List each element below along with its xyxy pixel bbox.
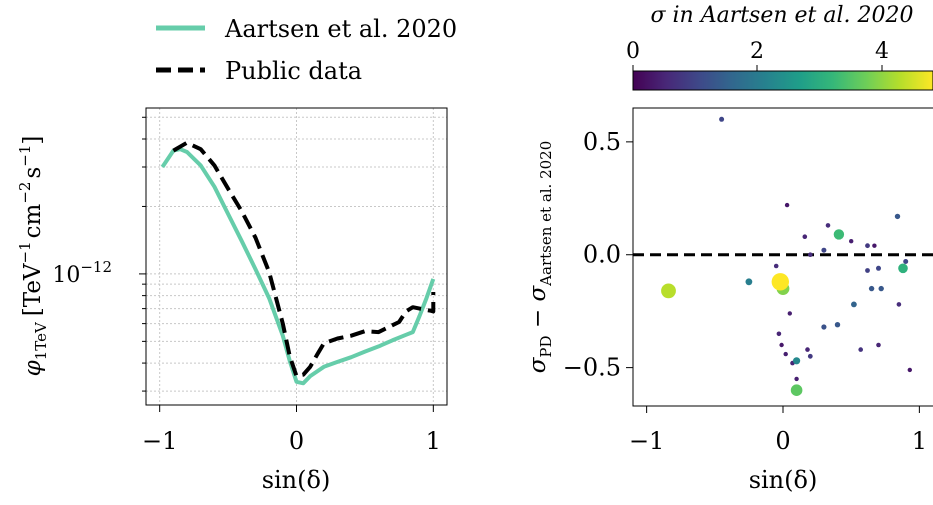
left-ylabel: φ1TeV[TeV−1cm−2s−1] bbox=[16, 136, 50, 377]
scatter-point bbox=[834, 322, 841, 328]
scatter-point bbox=[661, 283, 676, 299]
scatter-point bbox=[898, 263, 908, 274]
left-ytick-label: 10−12 bbox=[52, 258, 112, 288]
scatter-point bbox=[876, 342, 881, 348]
legend-label-public: Public data bbox=[225, 57, 362, 85]
left-grid bbox=[146, 108, 447, 405]
right-plot-area bbox=[633, 108, 933, 406]
left-xtick-label: 0 bbox=[289, 427, 304, 455]
scatter-point bbox=[771, 273, 789, 291]
scatter-point bbox=[793, 357, 801, 365]
right-ticks: −1 0 1 0.5 0.0 −0.5 bbox=[563, 128, 927, 455]
colorbar: σ in Aartsen et al. 2020 0 2 4 bbox=[626, 3, 933, 91]
scatter-point bbox=[745, 278, 753, 286]
scatter-point bbox=[821, 247, 827, 253]
scatter-point bbox=[807, 353, 813, 359]
right-ytick-label: −0.5 bbox=[563, 354, 621, 382]
right-panel: −1 0 1 0.5 0.0 −0.5 sin(δ) σPD − σAartsen et … bbox=[525, 107, 933, 494]
scatter-point bbox=[787, 311, 792, 316]
scatter-point bbox=[783, 351, 788, 357]
series-line-public-data bbox=[172, 140, 436, 379]
scatter-point bbox=[894, 213, 901, 220]
left-xtick-label: −1 bbox=[142, 427, 177, 455]
right-xtick-label: −1 bbox=[629, 427, 664, 455]
left-xlabel: sin(δ) bbox=[262, 466, 331, 494]
scatter-point bbox=[825, 223, 831, 228]
scatter-point bbox=[851, 301, 857, 308]
scatter-point bbox=[903, 259, 909, 264]
scatter-point bbox=[896, 302, 902, 307]
colorbar-tick-2: 2 bbox=[750, 39, 764, 64]
scatter-point bbox=[779, 342, 784, 348]
legend-label-aartsen: Aartsen et al. 2020 bbox=[224, 15, 457, 43]
right-ylabel: σPD − σAartsen et al. 2020 bbox=[525, 141, 555, 374]
scatter-point bbox=[784, 202, 790, 208]
scatter-point bbox=[773, 263, 779, 269]
scatter-point bbox=[876, 265, 881, 271]
right-points bbox=[661, 116, 912, 397]
colorbar-bar bbox=[632, 70, 933, 91]
right-xtick-label: 0 bbox=[775, 427, 790, 455]
right-ytick-label: 0.0 bbox=[583, 241, 621, 269]
right-xtick-label: 1 bbox=[912, 427, 927, 455]
colorbar-label: σ in Aartsen et al. 2020 bbox=[650, 3, 913, 28]
scatter-point bbox=[719, 116, 725, 122]
scatter-point bbox=[794, 376, 799, 382]
scatter-point bbox=[907, 367, 912, 373]
legend: Aartsen et al. 2020 Public data bbox=[156, 15, 457, 85]
left-lines bbox=[160, 140, 436, 386]
colorbar-tick-4: 4 bbox=[875, 39, 889, 64]
scatter-point bbox=[776, 331, 782, 337]
scatter-point bbox=[858, 347, 863, 352]
scatter-point bbox=[872, 243, 877, 248]
scatter-point bbox=[805, 347, 810, 352]
scatter-point bbox=[821, 324, 827, 330]
scatter-point bbox=[868, 285, 875, 292]
right-ytick-label: 0.5 bbox=[583, 128, 621, 156]
scatter-point bbox=[833, 229, 845, 240]
scatter-point bbox=[865, 268, 870, 273]
left-ticks: −1 0 1 bbox=[139, 116, 441, 455]
right-xlabel: sin(δ) bbox=[749, 466, 818, 494]
series-line-aartsen bbox=[160, 147, 436, 386]
scatter-point bbox=[849, 239, 854, 244]
scatter-point bbox=[878, 285, 884, 292]
scatter-point bbox=[865, 243, 870, 249]
scatter-point bbox=[802, 234, 808, 239]
scatter-point bbox=[790, 384, 803, 397]
left-xtick-label: 1 bbox=[426, 427, 441, 455]
left-panel: −1 0 1 10−12 sin(δ) φ1TeV[TeV−1cm−2s−1] bbox=[16, 107, 448, 494]
scatter-point bbox=[808, 252, 813, 257]
colorbar-tick-0: 0 bbox=[626, 39, 640, 64]
